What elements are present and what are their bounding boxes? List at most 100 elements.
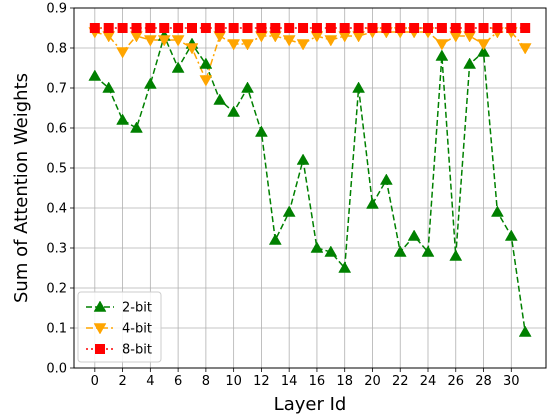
x-tick-label: 30 [503,374,520,389]
legend: 2-bit 4-bit 8-bit [77,291,162,363]
data-point-2-bit [366,197,379,209]
y-tick-label: 0.5 [46,162,67,177]
y-tick-label: 0.4 [46,202,67,217]
data-point-4-bit [143,35,157,47]
data-point-2-bit [199,57,213,69]
data-point-8-bit [159,23,170,33]
data-point-8-bit [311,23,322,33]
data-point-8-bit [103,23,114,33]
data-point-2-bit [88,69,102,81]
x-tick-label: 26 [447,374,464,389]
legend-label-2-bit: 2-bit [122,301,152,316]
y-tick-label: 0.9 [46,2,67,17]
x-tick-label: 4 [146,374,154,389]
x-tick-label: 22 [392,374,409,389]
data-point-2-bit [338,261,352,273]
data-point-8-bit [89,23,100,33]
data-point-4-bit [227,39,241,51]
data-point-8-bit [145,23,156,33]
data-point-8-bit [256,23,267,33]
data-point-8-bit [242,23,253,33]
data-point-2-bit [449,249,463,261]
data-point-2-bit [102,81,116,93]
x-tick-label: 28 [475,374,492,389]
x-tick-label: 6 [174,374,182,389]
data-point-2-bit [463,57,477,69]
data-point-2-bit [421,245,435,257]
data-point-2-bit [241,81,254,93]
data-point-4-bit [435,39,449,51]
data-point-8-bit [214,23,225,33]
x-tick-label: 10 [225,374,242,389]
data-point-8-bit [492,23,503,33]
x-axis-ticks: 0 2 4 6 8 10 12 14 16 18 20 22 24 26 28 30 [91,368,520,389]
x-tick-label: 8 [202,374,210,389]
data-point-2-bit [435,49,449,61]
data-point-8-bit [298,23,309,33]
data-point-4-bit [157,35,171,47]
data-point-2-bit [171,61,185,73]
y-tick-label: 0.6 [46,122,67,137]
data-point-8-bit [117,23,128,33]
data-point-4-bit [171,35,185,47]
data-point-2-bit [227,105,241,117]
data-point-2-bit [296,153,310,165]
data-point-2-bit [379,173,393,185]
x-tick-label: 2 [118,374,126,389]
data-point-4-bit [185,43,199,55]
data-point-2-bit [130,121,143,133]
x-tick-label: 16 [309,374,326,389]
data-point-8-bit [228,23,239,33]
y-tick-label: 0.3 [46,242,67,257]
data-point-8-bit [464,23,475,33]
legend-marker-2-bit [93,300,107,312]
y-tick-label: 0.1 [46,322,67,337]
data-point-8-bit [353,23,364,33]
legend-marker-8-bit [95,344,105,354]
data-point-8-bit [436,23,447,33]
data-point-8-bit [131,23,142,33]
y-tick-label: 0.7 [46,82,67,97]
data-point-4-bit [116,47,130,59]
data-point-4-bit [324,35,338,47]
data-point-2-bit [504,229,518,241]
data-point-8-bit [173,23,184,33]
data-point-2-bit [352,81,366,93]
legend-marker-4-bit [93,323,107,335]
data-point-8-bit [423,23,433,33]
x-tick-label: 24 [420,374,437,389]
x-axis-label: Layer Id [274,394,347,415]
series-markers [88,23,532,337]
legend-label-8-bit: 8-bit [122,343,152,358]
data-point-8-bit [367,23,378,33]
data-point-8-bit [270,23,281,33]
data-point-4-bit [199,75,213,87]
data-point-4-bit [282,35,296,47]
x-tick-label: 18 [336,374,353,389]
data-point-8-bit [478,23,489,33]
data-point-8-bit [395,23,406,33]
y-tick-label: 0.2 [46,282,67,297]
data-point-8-bit [339,23,350,33]
data-point-8-bit [520,23,531,33]
y-tick-label: 0.8 [46,42,67,57]
x-tick-label: 0 [91,374,99,389]
data-point-8-bit [409,23,420,33]
data-point-2-bit [310,241,324,253]
data-point-2-bit [268,233,282,245]
data-point-4-bit [477,39,490,51]
data-point-4-bit [518,43,532,55]
data-point-2-bit [490,205,504,217]
data-point-2-bit [324,245,338,257]
data-point-8-bit [200,23,211,33]
data-point-2-bit [254,125,268,137]
data-point-2-bit [518,325,532,337]
data-point-2-bit [143,77,157,89]
plot-frame [73,7,547,369]
data-point-2-bit [116,113,130,125]
x-tick-label: 12 [253,374,270,389]
y-axis-ticks: 0.0 0.1 0.2 0.3 0.4 0.5 0.6 0.7 0.8 0.9 [46,2,74,377]
data-point-8-bit [187,23,197,33]
data-point-8-bit [284,23,295,33]
data-point-8-bit [506,23,517,33]
